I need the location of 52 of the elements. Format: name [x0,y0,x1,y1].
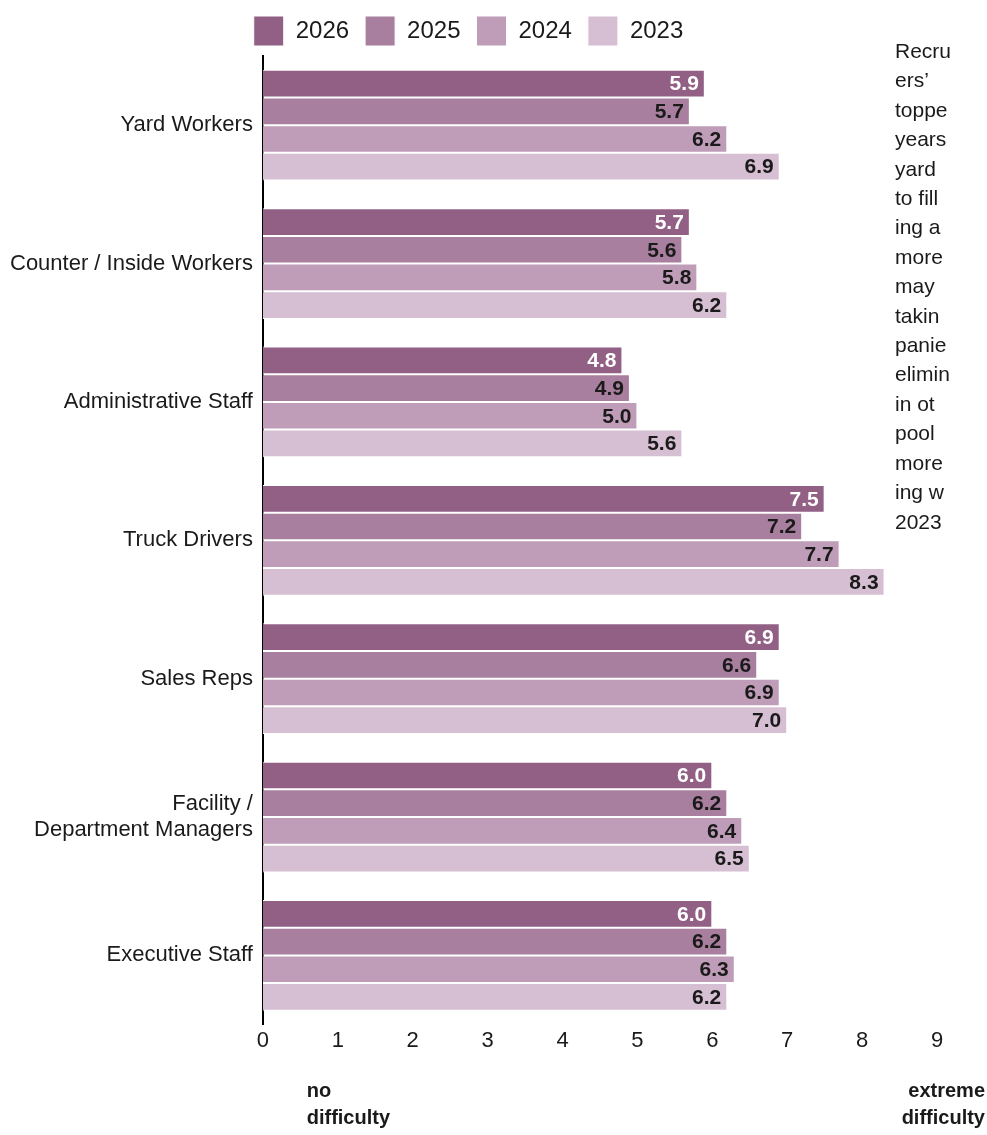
data-label: 5.7 [654,99,684,123]
y-tick-label: Administrative Staff [63,387,254,413]
data-label: 6.2 [692,292,722,316]
y-tick-label: Sales Reps [140,664,253,690]
text: no difficulty [306,1077,391,1130]
data-label: 6.3 [699,957,729,981]
data-label: 5.6 [647,237,677,261]
x-tick-label: 0 [256,1026,270,1052]
data-label: 7.5 [789,486,819,510]
data-label: 4.8 [587,348,617,372]
x-tick-label: 7 [781,1026,794,1052]
data-label: 5.0 [602,403,632,427]
x-tick-label: 5 [631,1026,644,1052]
data-label: 6.2 [692,929,722,953]
x-tick-label: 4 [556,1026,569,1052]
data-label: 8.3 [849,569,879,593]
data-label: 7.0 [752,707,782,731]
data-label: 4.9 [594,375,624,399]
data-label: 5.8 [662,265,692,289]
y-tick-label: Counter / Inside Workers [9,249,253,275]
data-label: 6.9 [744,680,774,704]
text: Recru ers’ toppe years yard to fill ing a more may takin panie elimin in ot pool more ing w 2023 [895,39,952,533]
data-label: 6.9 [744,624,774,648]
data-label: 6.2 [692,984,722,1008]
data-label: 6.2 [692,126,722,150]
y-tick-label: Executive Staff [106,941,254,967]
legend-label: 2026 [295,15,350,43]
text: extreme difficulty [901,1077,985,1130]
y-tick-label: Truck Drivers [122,526,253,552]
data-label: 5.6 [647,431,677,455]
x-tick-label: 2 [406,1026,419,1052]
x-tick-label: 9 [930,1026,944,1052]
data-label: 5.9 [669,71,699,95]
data-label: 6.5 [714,846,745,870]
data-label: 6.6 [722,652,752,676]
data-label: 6.4 [707,818,737,842]
x-tick-label: 1 [331,1026,344,1052]
data-label: 6.0 [677,763,707,787]
y-tick-label: Facility / Department Managers [34,789,254,842]
data-label: 7.7 [804,541,834,565]
legend-label: 2023 [629,15,684,43]
data-label: 6.0 [677,901,707,925]
x-tick-label: 6 [706,1026,719,1052]
legend-label: 2025 [407,15,461,43]
y-tick-label: Yard Workers [120,111,253,137]
data-label: 5.7 [654,209,684,233]
x-tick-label: 8 [855,1026,869,1052]
legend-label: 2024 [518,15,572,43]
data-label: 6.9 [744,154,774,178]
data-label: 6.2 [692,791,722,814]
x-tick-label: 3 [481,1026,494,1052]
data-label: 7.2 [766,514,797,538]
